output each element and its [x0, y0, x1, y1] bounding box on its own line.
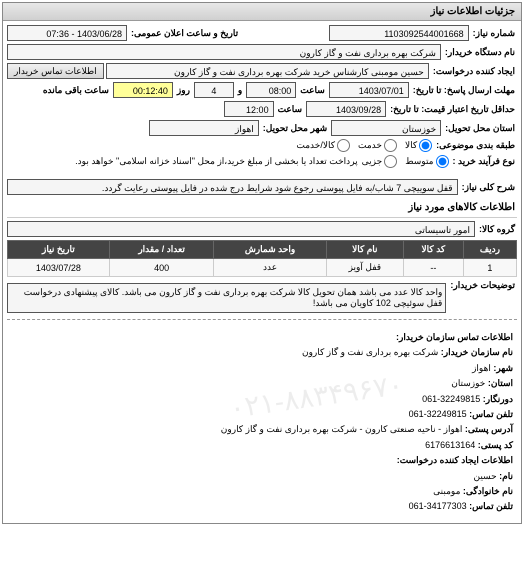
label-pubdate: تاریخ و ساعت اعلان عمومی: [129, 28, 240, 39]
goods-section-title: اطلاعات کالاهای مورد نیاز [7, 198, 517, 218]
buyer-contact-button[interactable]: اطلاعات تماس خریدار [7, 63, 104, 79]
label-timeleft: ساعت باقی مانده [41, 85, 111, 96]
th-5: تاریخ نیاز [8, 241, 110, 259]
label-buyerorg: نام دستگاه خریدار: [443, 47, 517, 58]
label-c-lname: نام خانوادگی: [463, 486, 513, 496]
label-hour2: ساعت [276, 104, 305, 115]
row-buyerorg: نام دستگاه خریدار: شرکت بهره برداری نفت … [7, 44, 517, 60]
row-overall: شرح کلی نیاز: قفل سوییچی 7 شاب/به فایل پ… [7, 179, 517, 195]
label-c-phone: تلفن تماس: [469, 409, 513, 419]
label-deadline: مهلت ارسال پاسخ: تا تاریخ: [411, 85, 517, 96]
field-buyerorg: شرکت بهره برداری نفت و گاز کارون [7, 44, 441, 60]
label-validity: حداقل تاریخ اعتبار قیمت: تا تاریخ: [388, 104, 517, 115]
th-2: نام کالا [326, 241, 403, 259]
val-c-postal: 6176613164 [425, 440, 475, 450]
field-notes: واحد کالا عدد می باشد همان تحویل کالا شر… [7, 283, 446, 313]
th-0: ردیف [463, 241, 516, 259]
field-requester: حسین مومبنی کارشناس خرید شرکت بهره بردار… [106, 63, 429, 79]
label-notes: توضیحات خریدار: [448, 280, 517, 291]
radio-pack-1[interactable]: خدمت [358, 139, 397, 152]
th-4: تعداد / مقدار [109, 241, 214, 259]
field-pubdate: 1403/06/28 - 07:36 [7, 25, 127, 41]
val-c-org: شرکت بهره برداری نفت و گاز کارون [302, 347, 438, 357]
label-c-fax: دورنگار: [483, 394, 513, 404]
val-c-phone2: 34177303-061 [409, 501, 467, 511]
panel-body: شماره نیاز: 1103092544001668 تاریخ و ساع… [3, 21, 521, 523]
val-c-fax: 32249815-061 [422, 394, 480, 404]
label-c-addr: آدرس پستی: [465, 424, 513, 434]
goods-table-head: ردیف کد کالا نام کالا واحد شمارش تعداد /… [8, 241, 517, 259]
field-reqno: 1103092544001668 [329, 25, 469, 41]
row-goodsgroup: گروه کالا: امور تاسیساتی [7, 221, 517, 237]
radio-proc-1[interactable]: جزیی [362, 155, 398, 168]
field-deadline-time: 08:00 [246, 82, 296, 98]
goods-table-body: 1 -- قفل آویز عدد 400 1403/07/28 [8, 259, 517, 277]
val-c-addr: اهواز - ناحیه صنعتی کارون - شرکت بهره بر… [221, 424, 463, 434]
td-1: -- [403, 259, 463, 277]
goods-table: ردیف کد کالا نام کالا واحد شمارش تعداد /… [7, 240, 517, 277]
label-contact-section: اطلاعات تماس سازمان خریدار: [396, 332, 513, 342]
label-province: استان محل تحویل: [443, 123, 517, 134]
label-pack: طبقه بندی موضوعی: [434, 140, 517, 151]
td-0: 1 [463, 259, 516, 277]
radio-pack-0[interactable]: کالا [405, 139, 432, 152]
radio-proc-0[interactable]: متوسط [405, 155, 448, 168]
val-c-lname: مومبنی [433, 486, 460, 496]
field-province: خوزستان [331, 120, 441, 136]
row-deadline: مهلت ارسال پاسخ: تا تاریخ: 1403/07/01 سا… [7, 82, 517, 98]
row-pack: طبقه بندی موضوعی: کالا خدمت کالا/خدمت [7, 139, 517, 152]
field-overall: قفل سوییچی 7 شاب/به فایل پیوستی رجوع شود… [7, 179, 458, 195]
label-reqcreator-section: اطلاعات ایجاد کننده درخواست: [397, 455, 513, 465]
row-notes: توضیحات خریدار: واحد کالا عدد می باشد هم… [7, 280, 517, 313]
row-requester: ایجاد کننده درخواست: حسین مومبنی کارشناس… [7, 63, 517, 79]
label-reqno: شماره نیاز: [471, 28, 517, 39]
label-c-fname: نام: [499, 471, 513, 481]
field-time-left: 00:12:40 [113, 82, 173, 98]
label-c-org: نام سازمان خریدار: [441, 347, 513, 357]
th-3: واحد شمارش [214, 241, 326, 259]
field-validity-date: 1403/09/28 [306, 101, 386, 117]
label-hour1: ساعت [298, 85, 327, 96]
label-goodsgroup: گروه کالا: [477, 224, 517, 235]
proc-note: پرداخت تعداد یا بخشی از مبلغ خرید،از محل… [73, 156, 360, 167]
details-panel: جزئیات اطلاعات نیاز شماره نیاز: 11030925… [2, 2, 522, 524]
val-c-city: اهواز [472, 363, 491, 373]
radio-pack-2[interactable]: کالا/خدمت [296, 139, 350, 152]
label-c-prov: استان: [488, 378, 513, 388]
th-1: کد کالا [403, 241, 463, 259]
label-city: شهر محل تحویل: [261, 123, 329, 134]
label-and: و [236, 85, 244, 96]
row-location: استان محل تحویل: خوزستان شهر محل تحویل: … [7, 120, 517, 136]
label-requester: ایجاد کننده درخواست: [431, 66, 517, 77]
row-validity: حداقل تاریخ اعتبار قیمت: تا تاریخ: 1403/… [7, 101, 517, 117]
table-row: 1 -- قفل آویز عدد 400 1403/07/28 [8, 259, 517, 277]
td-2: قفل آویز [326, 259, 403, 277]
field-goodsgroup: امور تاسیساتی [7, 221, 475, 237]
field-city: اهواز [149, 120, 259, 136]
radio-group-pack: کالا خدمت کالا/خدمت [296, 139, 432, 152]
td-5: 1403/07/28 [8, 259, 110, 277]
field-days-left: 4 [194, 82, 234, 98]
label-c-phone2: تلفن تماس: [469, 501, 513, 511]
label-c-city: شهر: [493, 363, 513, 373]
row-proc: نوع فرآیند خرید : متوسط جزیی پرداخت تعدا… [7, 155, 517, 168]
radio-group-proc: متوسط جزیی [362, 155, 449, 168]
label-c-postal: کد پستی: [478, 440, 513, 450]
label-days: روز [175, 85, 192, 96]
td-3: عدد [214, 259, 326, 277]
val-c-fname: حسین [473, 471, 496, 481]
td-4: 400 [109, 259, 214, 277]
field-validity-time: 12:00 [224, 101, 274, 117]
row-reqno: شماره نیاز: 1103092544001668 تاریخ و ساع… [7, 25, 517, 41]
label-overall: شرح کلی نیاز: [460, 182, 517, 193]
field-deadline-date: 1403/07/01 [329, 82, 409, 98]
panel-title: جزئیات اطلاعات نیاز [3, 3, 521, 21]
label-proc: نوع فرآیند خرید : [451, 156, 518, 167]
contact-section: اطلاعات تماس سازمان خریدار: نام سازمان خ… [7, 326, 517, 519]
val-c-prov: خوزستان [451, 378, 485, 388]
val-c-phone: 32249815-061 [409, 409, 467, 419]
